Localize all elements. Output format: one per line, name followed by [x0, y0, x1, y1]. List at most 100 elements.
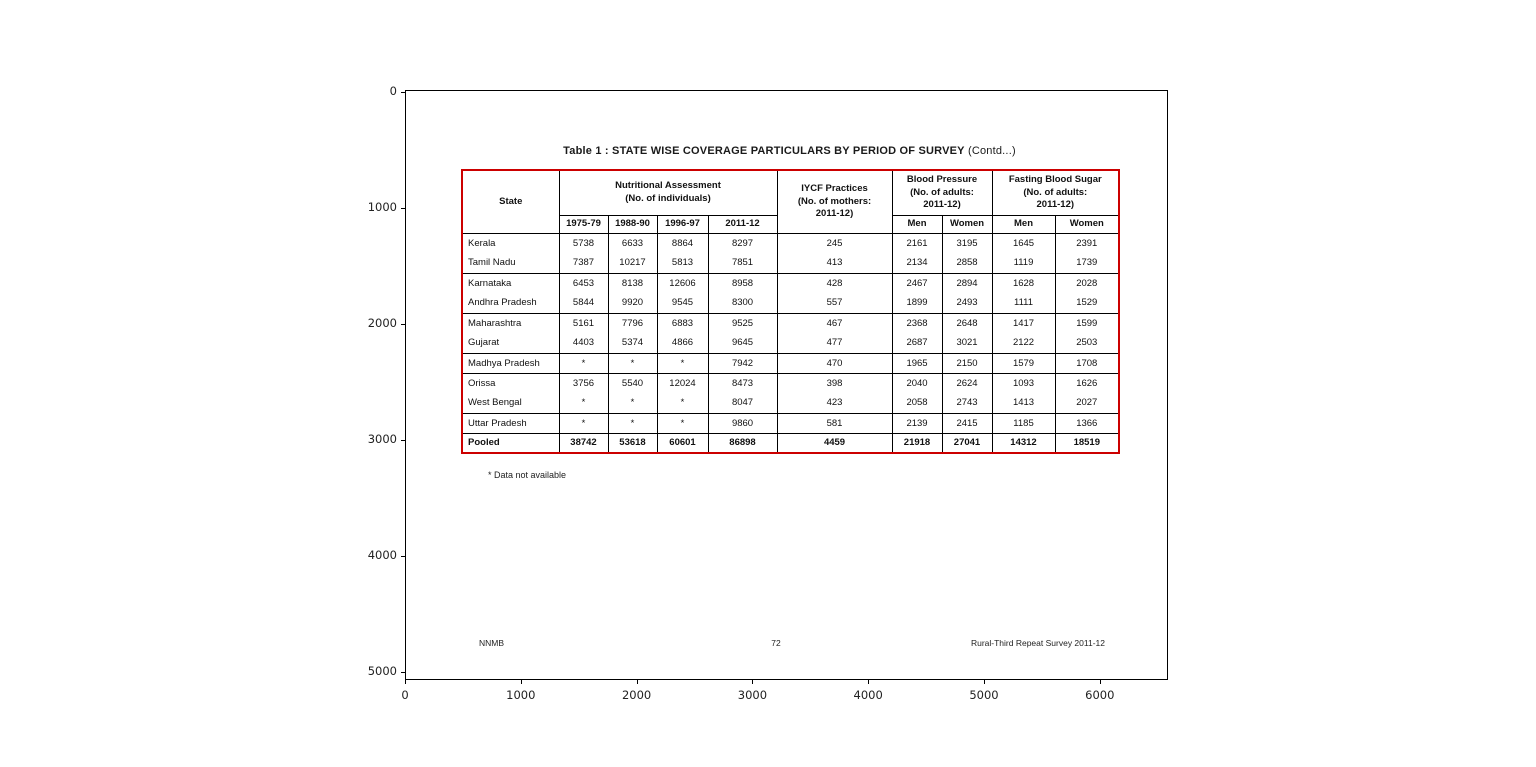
- x-axis-tick-mark: [520, 680, 522, 684]
- value-cell: 8958: [707, 273, 778, 293]
- y-axis-tick-label: 4000: [367, 548, 397, 562]
- value-cell: 8138: [607, 273, 658, 293]
- value-cell: 6453: [558, 273, 609, 293]
- table-row: Maharashtra 5161 7796 6883 9525 467 2368 2648 14…: [461, 313, 1120, 333]
- x-axis-tick-mark: [868, 680, 870, 684]
- x-axis-tick-label: 1000: [506, 688, 536, 702]
- value-cell: 2028: [1054, 273, 1120, 293]
- value-cell: 18519: [1054, 433, 1120, 453]
- subcol-fbs-men: Men: [991, 215, 1056, 234]
- value-cell: 3021: [941, 333, 993, 354]
- footnote: * Data not available: [488, 470, 567, 480]
- nutritional-label-line1: Nutritional Assessment: [615, 180, 721, 192]
- value-cell: 1366: [1054, 413, 1120, 434]
- value-cell: 60601: [656, 433, 709, 453]
- subcol-2011-12: 2011-12: [707, 215, 778, 234]
- x-axis-tick-mark: [1099, 680, 1101, 684]
- value-cell: 1599: [1054, 313, 1120, 333]
- value-cell: 1628: [991, 273, 1056, 293]
- state-cell: Madhya Pradesh: [461, 353, 560, 374]
- value-cell: 413: [776, 253, 893, 274]
- value-cell: 1965: [891, 353, 943, 374]
- state-cell: Orissa: [461, 373, 560, 393]
- value-cell: 2134: [891, 253, 943, 274]
- col-header-iycf: IYCF Practices (No. of mothers: 2011-12): [776, 170, 893, 234]
- y-axis-tick-label: 5000: [367, 664, 397, 678]
- value-cell: 477: [776, 333, 893, 354]
- value-cell: *: [607, 393, 658, 414]
- value-cell: 557: [776, 293, 893, 314]
- value-cell: 12606: [656, 273, 709, 293]
- x-axis-tick-mark: [984, 680, 985, 684]
- value-cell: 1111: [991, 293, 1056, 314]
- value-cell: 8297: [707, 233, 778, 253]
- value-cell: 1626: [1054, 373, 1120, 393]
- state-cell: Maharashtra: [461, 313, 560, 333]
- subcol-1988-90: 1988-90: [607, 215, 658, 234]
- value-cell: 1185: [991, 413, 1056, 434]
- table-row: Andhra Pradesh 5844 9920 9545 8300 557 1899 249…: [461, 293, 1120, 314]
- value-cell: 1708: [1054, 353, 1120, 374]
- subcol-bp-women: Women: [941, 215, 993, 234]
- value-cell: 10217: [607, 253, 658, 274]
- x-axis-tick-label: 4000: [853, 688, 883, 702]
- value-cell: 2368: [891, 313, 943, 333]
- value-cell: 1645: [991, 233, 1056, 253]
- value-cell: 2894: [941, 273, 993, 293]
- table-row: Karnataka 6453 8138 12606 8958 428 2467 2894 162…: [461, 273, 1120, 293]
- value-cell: *: [558, 413, 609, 434]
- value-cell: 9860: [707, 413, 778, 434]
- col-header-blood-pressure: Blood Pressure (No. of adults: 2011-12): [891, 170, 993, 216]
- value-cell: 7851: [707, 253, 778, 274]
- value-cell: *: [656, 393, 709, 414]
- value-cell: 6883: [656, 313, 709, 333]
- sub-header-row: 1975-79 1988-90 1996-97 2011-12 Men Wome…: [462, 215, 1120, 234]
- subcol-bp-men: Men: [891, 215, 943, 234]
- value-cell: *: [607, 353, 658, 374]
- subcol-1975-79: 1975-79: [558, 215, 609, 234]
- value-cell: 3195: [941, 233, 993, 253]
- value-cell: 53618: [607, 433, 658, 453]
- value-cell: *: [656, 353, 709, 374]
- table-body: Kerala 5738 6633 8864 8297 245 2161 3195 1645 239…: [461, 233, 1120, 453]
- y-axis-tick-label: 1000: [367, 200, 397, 214]
- value-cell: 2467: [891, 273, 943, 293]
- value-cell: 2415: [941, 413, 993, 434]
- col-header-state: State: [461, 170, 560, 234]
- value-cell: 1093: [991, 373, 1056, 393]
- value-cell: 9525: [707, 313, 778, 333]
- value-cell: 4866: [656, 333, 709, 354]
- value-cell: 1739: [1054, 253, 1120, 274]
- footer-org: NNMB: [479, 638, 505, 648]
- value-cell: 9545: [656, 293, 709, 314]
- value-cell: 9920: [607, 293, 658, 314]
- x-axis-tick-label: 2000: [621, 688, 652, 702]
- value-cell: 2391: [1054, 233, 1120, 253]
- value-cell: 2150: [941, 353, 993, 374]
- value-cell: 4459: [776, 433, 893, 453]
- x-axis-tick-mark: [405, 680, 406, 684]
- plot-area: Table 1 : STATE WISE COVERAGE PARTICULAR…: [405, 90, 1168, 680]
- value-cell: 7796: [607, 313, 658, 333]
- x-axis-tick-label: 0: [401, 688, 409, 702]
- value-cell: 5844: [558, 293, 609, 314]
- value-cell: 1899: [891, 293, 943, 314]
- state-cell: Tamil Nadu: [461, 253, 560, 274]
- value-cell: 6633: [607, 233, 658, 253]
- value-cell: 12024: [656, 373, 709, 393]
- state-cell: Gujarat: [461, 333, 560, 354]
- value-cell: 2058: [891, 393, 943, 414]
- table-row: Tamil Nadu 7387 10217 5813 7851 413 2134 2858 11…: [461, 253, 1120, 274]
- value-cell: 1413: [991, 393, 1056, 414]
- value-cell: 14312: [991, 433, 1056, 453]
- value-cell: 1529: [1054, 293, 1120, 314]
- value-cell: 3756: [558, 373, 609, 393]
- table-row: West Bengal * * * 8047 423 2058 2743 1413 2027: [461, 393, 1120, 414]
- value-cell: *: [607, 413, 658, 434]
- value-cell: 2027: [1054, 393, 1120, 414]
- y-axis-tick-label: 0: [389, 84, 397, 98]
- value-cell: 86898: [707, 433, 778, 453]
- value-cell: *: [656, 413, 709, 434]
- value-cell: 1119: [991, 253, 1056, 274]
- x-axis-tick-mark: [752, 680, 754, 684]
